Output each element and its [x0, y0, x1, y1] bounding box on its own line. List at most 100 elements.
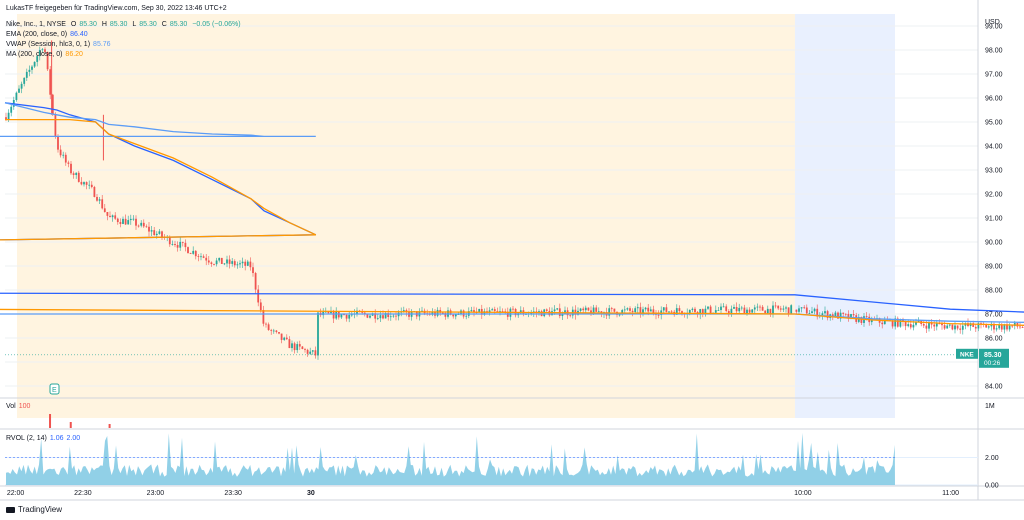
candle-body: [382, 315, 384, 319]
candle-body: [730, 308, 733, 313]
candle-body: [764, 310, 767, 314]
candle-body: [665, 307, 668, 312]
candle-body: [860, 317, 863, 323]
candle-body: [127, 220, 130, 225]
candle-body: [10, 106, 13, 113]
candle-body: [70, 163, 72, 174]
candle-body: [512, 308, 514, 310]
rvol-tick-label: 0.00: [985, 483, 999, 490]
candle-body: [1021, 327, 1024, 328]
indicator-ema[interactable]: EMA (200, close, 0) 86.40: [6, 31, 88, 38]
candle-body: [995, 328, 998, 330]
candle-body: [197, 256, 200, 257]
candle-body: [584, 307, 587, 311]
candle-body: [369, 315, 371, 318]
indicator-vwap[interactable]: VWAP (Session, hlc3, 0, 1) 85.76: [6, 41, 111, 48]
candle-body: [493, 309, 496, 311]
candle-body: [813, 308, 816, 312]
candle-body: [340, 314, 343, 318]
candle-body: [980, 323, 982, 324]
candle-body: [774, 305, 777, 307]
footer-brand[interactable]: TradingView: [6, 505, 62, 514]
candle-body: [974, 326, 977, 329]
candle-body: [72, 173, 75, 175]
candle-body: [987, 326, 990, 328]
candle-body: [189, 253, 192, 254]
candle-body: [491, 309, 494, 311]
candle-body: [883, 320, 886, 325]
candle-body: [158, 231, 161, 234]
candle-body: [64, 154, 67, 163]
candle-body: [215, 260, 218, 265]
ohlc-open: O 85.30: [70, 21, 97, 28]
candle-body: [839, 312, 842, 319]
candle-body: [865, 316, 868, 317]
volume-bar: [49, 414, 52, 428]
candle-body: [470, 310, 473, 312]
candle-body: [41, 49, 44, 51]
candle-body: [662, 307, 665, 311]
candle-body: [148, 226, 150, 232]
volume-legend[interactable]: Vol 100: [6, 403, 31, 410]
candle-body: [556, 308, 559, 310]
candle-body: [343, 314, 345, 316]
candle-body: [441, 312, 444, 314]
candle-body: [301, 346, 304, 350]
candle-body: [1003, 324, 1006, 330]
candle-body: [795, 309, 798, 312]
volume-bar: [69, 422, 72, 428]
candle-body: [881, 322, 884, 325]
candle-body: [912, 324, 915, 328]
candle-body: [623, 309, 626, 311]
candle-body: [657, 314, 660, 316]
candle-body: [181, 241, 184, 243]
candle-body: [25, 71, 28, 78]
time-tick-label: 11:00: [942, 490, 959, 497]
candle-body: [210, 262, 213, 264]
candle-body: [943, 325, 946, 329]
candle-body: [80, 181, 83, 185]
candle-body: [231, 261, 234, 264]
candle-body: [345, 314, 348, 319]
candle-body: [218, 257, 221, 261]
candle-body: [782, 308, 785, 310]
candle-body: [239, 263, 241, 265]
candle-body: [740, 307, 743, 309]
candle-body: [592, 307, 595, 315]
candle-body: [499, 311, 501, 312]
candle-body: [59, 149, 62, 156]
rvol-legend[interactable]: RVOL (2, 14) 1.06 2.00: [6, 435, 81, 442]
time-tick-label: 10:00: [794, 490, 812, 497]
candle-body: [327, 311, 330, 314]
candle-body: [738, 307, 741, 312]
candle-body: [114, 215, 117, 219]
candle-body: [811, 311, 813, 314]
candle-body: [787, 307, 790, 314]
candle-body: [283, 337, 286, 340]
candle-body: [701, 309, 704, 314]
symbol-name[interactable]: Nike, Inc., 1, NYSE: [6, 21, 66, 28]
candle-body: [246, 261, 249, 266]
candle-body: [488, 310, 491, 313]
candle-body: [267, 324, 270, 330]
candle-body: [847, 313, 850, 319]
candle-body: [1019, 326, 1021, 328]
candle-body: [361, 312, 364, 313]
ohlc-change: −0.05 (−0.06%): [192, 21, 241, 28]
candle-body: [304, 349, 306, 350]
candle-body: [891, 320, 894, 327]
candle-body: [262, 310, 265, 324]
indicator-ma[interactable]: MA (200, close, 0) 86.20: [6, 51, 83, 58]
candle-body: [608, 308, 611, 316]
candle-body: [899, 319, 902, 327]
candle-body: [766, 308, 769, 314]
candle-body: [842, 312, 845, 314]
candle-body: [1008, 325, 1011, 330]
price-tick-label: 91.00: [985, 216, 1003, 223]
time-tick-label: 22:30: [74, 490, 92, 497]
candle-body: [145, 226, 148, 228]
candle-body: [376, 318, 379, 320]
candle-body: [28, 69, 31, 72]
candle-body: [103, 208, 106, 213]
candle-body: [49, 69, 52, 95]
